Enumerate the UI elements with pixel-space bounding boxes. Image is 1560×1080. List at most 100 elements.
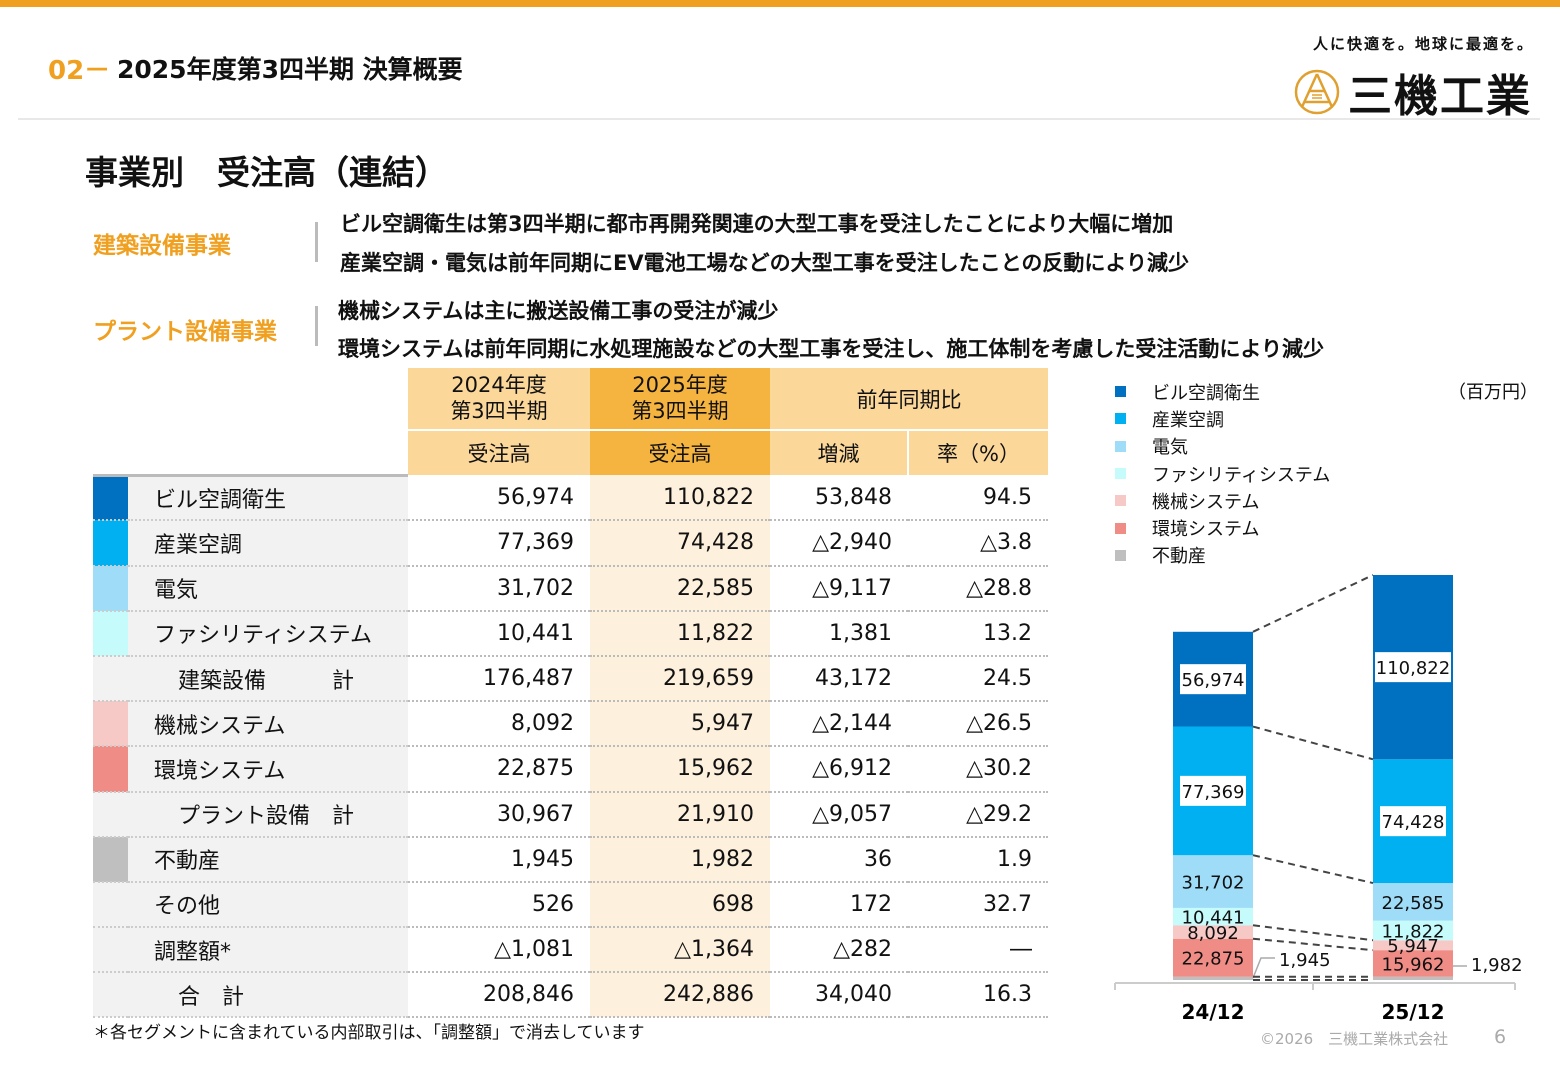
segment-color-swatch [93, 565, 128, 612]
cell-value: 53,848 [770, 475, 908, 522]
segment-color-swatch [93, 791, 128, 838]
cell-value: 34,040 [770, 972, 908, 1019]
segment-color-swatch [93, 881, 128, 929]
cell-value: 32.7 [908, 881, 1048, 929]
cell-value: 1,982 [590, 836, 770, 883]
logo-mark-icon [1294, 69, 1340, 115]
data-label: 31,702 [1182, 873, 1245, 894]
cell-value: 77,369 [408, 520, 590, 567]
row-label: 不動産 [128, 836, 408, 883]
cell-value: 13.2 [908, 610, 1048, 657]
data-label: 22,585 [1382, 893, 1445, 914]
cell-value: △9,117 [770, 565, 908, 612]
header-fy2024: 2024年度 第3四半期 [408, 368, 590, 430]
segment-label-building: 建築設備事業 [93, 233, 231, 259]
cell-value: △1,081 [408, 927, 590, 974]
legend-swatch [1115, 495, 1126, 507]
cell-value: 698 [590, 881, 770, 929]
segment-color-swatch [93, 655, 128, 703]
data-label: 1,945 [1279, 950, 1331, 971]
data-label-box [1180, 775, 1246, 806]
data-label: 77,369 [1182, 782, 1245, 803]
bar-segment [1173, 855, 1253, 908]
header-yoy: 前年同期比 [770, 368, 1048, 430]
row-label: 電気 [128, 565, 408, 612]
segment-description: 環境システムは前年同期に水処理施設などの大型工事を受注し、施工体制を考慮した受注… [338, 337, 1324, 361]
cell-value: 526 [408, 881, 590, 929]
cell-value: 36 [770, 836, 908, 883]
table-row: その他 526 698 172 32.7 [93, 881, 1048, 929]
legend-label: 不動産 [1152, 546, 1206, 568]
cell-value: 22,875 [408, 746, 590, 793]
table-row: ビル空調衛生 56,974 110,822 53,848 94.5 [93, 475, 1048, 522]
table-row: プラント設備 計 30,967 21,910 △9,057 △29.2 [93, 791, 1048, 838]
cell-value: 219,659 [590, 655, 770, 703]
connector-line [1252, 937, 1374, 952]
legend-label: 産業空調 [1152, 409, 1224, 431]
cell-value: 176,487 [408, 655, 590, 703]
cell-value: △282 [770, 927, 908, 974]
bar-segment [1373, 920, 1453, 941]
bar-segment [1373, 976, 1453, 980]
chart-unit: （百万円） [1448, 382, 1538, 403]
row-label: 環境システム [128, 746, 408, 793]
logo-text: 三機工業 [1348, 71, 1532, 122]
cell-value: △1,364 [590, 927, 770, 974]
cell-value: 21,910 [590, 791, 770, 838]
data-label: 22,875 [1182, 949, 1245, 970]
data-label: 56,974 [1182, 670, 1245, 691]
segment-color-swatch [93, 746, 128, 793]
row-label: プラント設備 計 [128, 791, 408, 838]
table-row: ファシリティシステム 10,441 11,822 1,381 13.2 [93, 610, 1048, 657]
bar-segment [1173, 925, 1253, 939]
cell-value: 74,428 [590, 520, 770, 567]
table-row: 電気 31,702 22,585 △9,117 △28.8 [93, 565, 1048, 612]
legend-label: 電気 [1152, 437, 1188, 459]
segment-divider [315, 306, 318, 346]
cell-value: 56,974 [408, 475, 590, 522]
segment-divider [315, 222, 318, 262]
row-label: 産業空調 [128, 520, 408, 567]
cell-value: △26.5 [908, 701, 1048, 748]
data-label: 10,441 [1182, 908, 1245, 929]
copyright: ©2026 三機工業株式会社 [1260, 1030, 1449, 1048]
cell-value: ― [908, 927, 1048, 974]
legend-item: 環境システム [1115, 514, 1330, 541]
data-label-box [1375, 652, 1451, 683]
legend-label: 環境システム [1152, 519, 1260, 541]
bar-segment [1373, 940, 1453, 951]
data-label: 5,947 [1387, 936, 1439, 957]
segment-color-swatch [93, 610, 128, 657]
segment-color-swatch [93, 927, 128, 974]
bar-segment [1173, 938, 1253, 977]
data-label: 74,428 [1382, 812, 1445, 833]
cell-value: △3.8 [908, 520, 1048, 567]
company-logo: 三機工業 [1294, 60, 1532, 124]
cell-value: 242,886 [590, 972, 770, 1019]
cell-value: 15,962 [590, 746, 770, 793]
header-divider [18, 118, 1540, 120]
cell-value: 11,822 [590, 610, 770, 657]
header-change: 増減 [770, 428, 909, 476]
cell-value: 94.5 [908, 475, 1048, 522]
legend-label: 機械システム [1152, 491, 1260, 513]
x-tick-label: 24/12 [1182, 1000, 1245, 1024]
cell-value: 10,441 [408, 610, 590, 657]
table-row: 不動産 1,945 1,982 36 1.9 [93, 836, 1048, 883]
segment-color-swatch [93, 701, 128, 748]
cell-value: △29.2 [908, 791, 1048, 838]
chart-legend: ビル空調衛生 産業空調 電気 ファシリティシステム 機械システム 環境システム 不動産 [1115, 378, 1330, 569]
header-orders-2025: 受注高 [590, 428, 770, 476]
cell-value: △28.8 [908, 565, 1048, 612]
legend-item: 産業空調 [1115, 405, 1330, 432]
legend-swatch [1115, 549, 1126, 561]
cell-value: 110,822 [590, 475, 770, 522]
legend-swatch [1115, 522, 1126, 534]
table-row: 産業空調 77,369 74,428 △2,940 △3.8 [93, 520, 1048, 567]
header-fy2025: 2025年度 第3四半期 [590, 368, 770, 430]
legend-item: 不動産 [1115, 542, 1330, 569]
data-label: 15,962 [1382, 954, 1445, 975]
segment-color-swatch [93, 836, 128, 883]
row-label: その他 [128, 881, 408, 929]
